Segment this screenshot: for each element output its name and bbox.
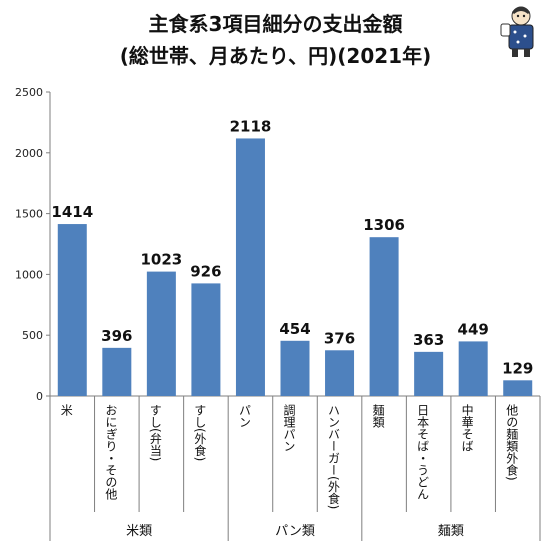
category-label: おにぎり・その他: [104, 404, 118, 500]
category-label: パン: [237, 404, 251, 428]
bar: [235, 138, 265, 396]
bar: [414, 351, 444, 396]
bar: [503, 380, 533, 396]
y-tick-label: 2000: [15, 147, 43, 160]
bar-value-label: 1414: [51, 203, 93, 221]
bar: [146, 271, 176, 396]
bar-value-label: 2118: [230, 117, 272, 135]
bar-value-label: 129: [502, 359, 533, 377]
bar-value-label: 454: [279, 320, 310, 338]
category-label: 麺類: [371, 404, 385, 429]
y-tick-label: 1500: [15, 208, 43, 221]
y-tick-label: 1000: [15, 268, 43, 281]
bar-value-label: 449: [458, 320, 489, 338]
bar-value-label: 376: [324, 329, 355, 347]
bar-value-label: 926: [190, 262, 221, 280]
mascot-character-icon: [500, 6, 534, 57]
bar: [325, 350, 355, 396]
y-tick-label: 0: [36, 390, 43, 403]
category-label: すし(外食): [193, 404, 207, 462]
bar: [280, 340, 310, 396]
bar-value-label: 1306: [363, 216, 405, 234]
category-label: 日本そば・うどん: [416, 404, 430, 500]
bar-value-label: 396: [101, 327, 132, 345]
bar: [369, 237, 399, 396]
chart-title-line1: 主食系3項目細分の支出金額: [148, 12, 403, 36]
bar-value-label: 1023: [140, 251, 182, 269]
y-tick-label: 2500: [15, 86, 43, 99]
chart-title: 主食系3項目細分の支出金額 (総世帯、月あたり、円)(2021年): [0, 8, 551, 72]
group-label: 麺類: [438, 524, 464, 539]
category-label: 米: [59, 404, 73, 416]
bar: [57, 224, 87, 396]
group-label: パン類: [275, 524, 315, 539]
category-label: 中華そば: [460, 403, 474, 452]
group-label: 米類: [126, 524, 152, 539]
bar-value-label: 363: [413, 331, 444, 349]
category-label: 他の麺類外食): [505, 404, 519, 481]
category-label: ハンバーガー(外食): [327, 404, 341, 509]
chart-title-line2: (総世帯、月あたり、円)(2021年): [119, 44, 432, 68]
y-tick-label: 500: [22, 329, 43, 342]
bar: [102, 347, 132, 396]
bar: [458, 341, 488, 396]
category-label: すし(弁当): [148, 404, 162, 462]
bar: [191, 283, 221, 396]
category-label: 調理パン: [282, 404, 296, 452]
